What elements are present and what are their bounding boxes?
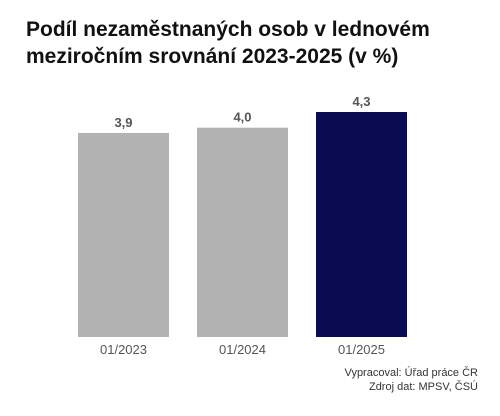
x-tick-label-01-2025: 01/2025 xyxy=(338,342,385,357)
bars-group xyxy=(78,112,407,337)
bar-01-2025 xyxy=(316,112,407,337)
source-note: Vypracoval: Úřad práce ČR Zdroj dat: MPS… xyxy=(345,366,478,394)
x-tick-label-01-2023: 01/2023 xyxy=(100,342,147,357)
bar-01-2023 xyxy=(78,132,169,337)
data-source-text: Zdroj dat: MPSV, ČSÚ xyxy=(368,381,478,393)
value-labels-group: 3,9 4,0 4,3 xyxy=(114,94,370,130)
bar-01-2024 xyxy=(197,127,288,337)
x-tick-label-01-2024: 01/2024 xyxy=(219,342,266,357)
value-label-01-2025: 4,3 xyxy=(352,94,370,109)
chart-title: Podíl nezaměstnaných osob v lednovém mez… xyxy=(26,18,430,68)
x-axis-tick-labels: 01/2023 01/2024 01/2025 xyxy=(100,342,385,357)
value-label-01-2023: 3,9 xyxy=(114,115,132,130)
prepared-by-text: Vypracoval: Úřad práce ČR xyxy=(344,367,478,379)
value-label-01-2024: 4,0 xyxy=(233,110,251,125)
